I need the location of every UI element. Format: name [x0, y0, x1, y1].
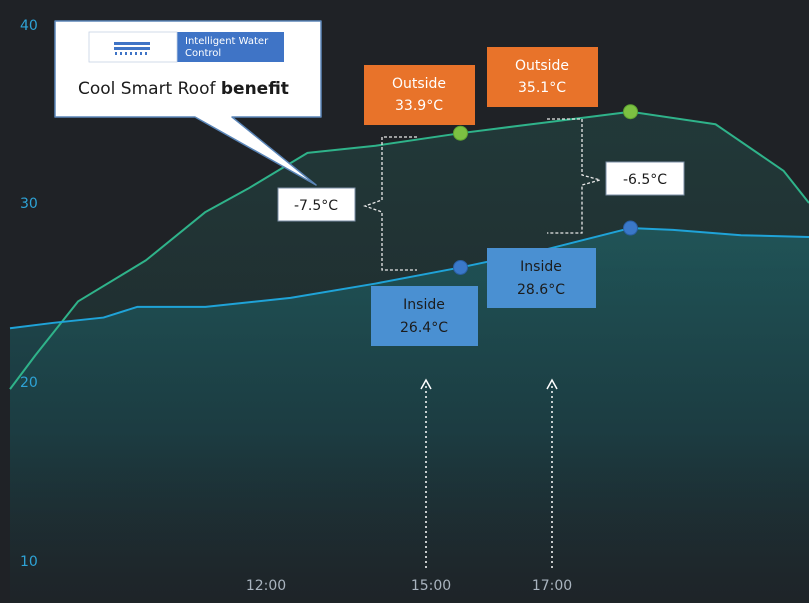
- inside-label-15-box: [371, 286, 478, 346]
- inside-data-point: [453, 259, 468, 275]
- x-tick-label: 15:00: [411, 578, 451, 594]
- bracket-15: [363, 136, 417, 271]
- outside-label-15-title: Outside: [392, 76, 446, 92]
- bracket-17: [547, 118, 603, 234]
- y-axis: 40 30 20 10: [20, 18, 38, 570]
- x-tick-label: 12:00: [246, 578, 286, 594]
- difference-brackets: [363, 118, 603, 271]
- diff-label-15: -7.5°C: [294, 198, 338, 214]
- outside-label-17-title: Outside: [515, 58, 569, 74]
- outside-label-15-value: 33.9°C: [395, 98, 443, 114]
- inside-label-15-value: 26.4°C: [400, 320, 448, 336]
- inside-label-17-box: [487, 248, 596, 308]
- outside-label-17-box: [487, 47, 598, 107]
- outside-label-17-value: 35.1°C: [518, 80, 566, 96]
- diff-label-17: -6.5°C: [623, 172, 667, 188]
- logo-text-line1: Intelligent Water: [185, 36, 269, 47]
- outside-data-point: [453, 125, 468, 141]
- logo-text-line2: Control: [185, 48, 221, 59]
- diff-label-17-box: [605, 161, 685, 196]
- arrow-head-15: [420, 378, 432, 390]
- outside-data-point: [623, 104, 638, 120]
- arrow-head-17: [546, 378, 558, 390]
- callout-title-regular: Cool Smart Roof: [78, 79, 221, 99]
- x-axis: 12:00 15:00 17:00: [246, 578, 572, 594]
- inside-label-17-value: 28.6°C: [517, 282, 565, 298]
- y-tick-label: 10: [20, 554, 38, 570]
- y-tick-label: 40: [20, 18, 38, 34]
- diff-label-15-box: [277, 187, 356, 222]
- callout-title: Cool Smart Roof benefit: [78, 79, 289, 99]
- inside-area: [10, 228, 809, 603]
- y-tick-label: 30: [20, 196, 38, 212]
- x-tick-label: 17:00: [532, 578, 572, 594]
- outside-label-15-box: [364, 65, 475, 125]
- benefit-callout: Intelligent Water Control Cool Smart Roo…: [54, 20, 322, 186]
- callout-title-bold: benefit: [221, 79, 289, 99]
- inside-series-line: [9, 227, 809, 330]
- inside-data-point: [623, 220, 638, 236]
- inside-label-15-title: Inside: [403, 297, 445, 313]
- inside-label-17-title: Inside: [520, 259, 562, 275]
- time-markers: [420, 378, 558, 568]
- y-tick-label: 20: [20, 375, 38, 391]
- water-control-icon: [114, 42, 150, 55]
- outside-series-line: [9, 110, 809, 390]
